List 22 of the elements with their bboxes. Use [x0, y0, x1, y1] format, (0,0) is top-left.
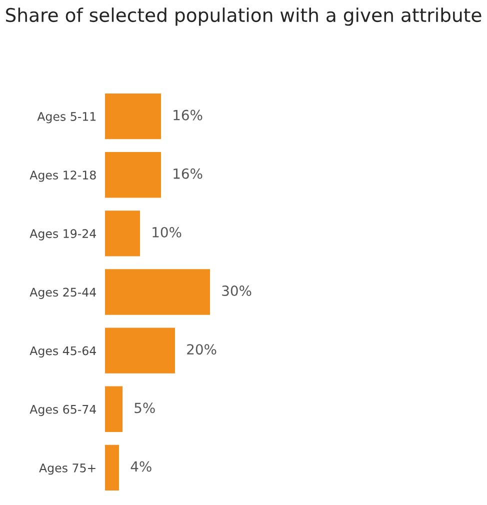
data-label: 5%: [134, 402, 155, 414]
data-label: 16%: [174, 168, 202, 179]
data-label: 4%: [130, 461, 152, 472]
bar: [105, 386, 122, 432]
data-label: 16%: [174, 110, 202, 120]
bar: [105, 269, 210, 315]
bar: [105, 328, 175, 374]
y-tick-label: Ages 5-11: [37, 112, 96, 124]
chart-title: Share of selected population with a given attribute: [6, 8, 482, 26]
y-tick-label: Ages 12-18: [30, 170, 96, 182]
data-label: 30%: [222, 286, 252, 296]
y-tick-label: Ages 19-24: [30, 229, 96, 240]
data-label: 10%: [152, 226, 182, 238]
bar: [105, 152, 161, 198]
data-label: 20%: [187, 344, 216, 355]
bar: [105, 444, 119, 491]
y-tick-label: Ages 75+: [39, 464, 96, 475]
y-tick-label: Ages 45-64: [30, 346, 96, 358]
y-tick-label: Ages 25-44: [30, 288, 96, 299]
bar: [105, 210, 140, 256]
y-tick-label: Ages 65-74: [30, 404, 96, 416]
bar: [105, 93, 161, 140]
